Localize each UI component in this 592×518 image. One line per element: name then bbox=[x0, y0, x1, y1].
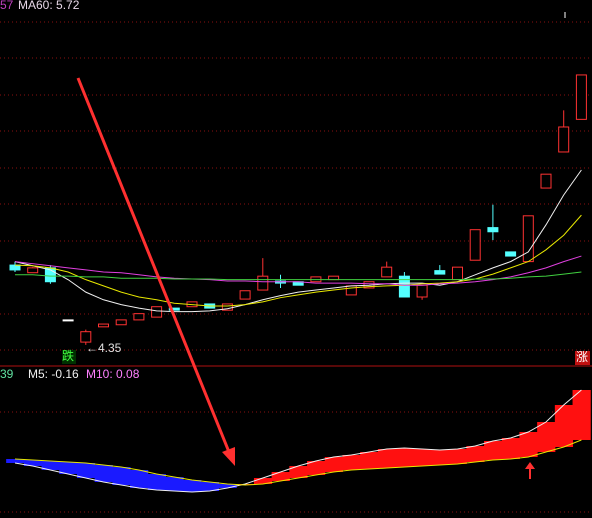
band-fill bbox=[112, 467, 131, 485]
candle-body bbox=[27, 267, 39, 274]
band-fill bbox=[501, 438, 520, 459]
candle-body bbox=[133, 313, 145, 321]
band-fill bbox=[271, 472, 290, 481]
ma-line bbox=[14, 214, 582, 307]
legend-label: M10: 0.08 bbox=[86, 367, 140, 381]
band-fill bbox=[377, 449, 397, 468]
band-fill bbox=[76, 463, 96, 478]
candle-body bbox=[80, 331, 92, 343]
signal-arrow bbox=[525, 462, 535, 479]
ma-line bbox=[14, 255, 582, 286]
pointer-arrow bbox=[76, 77, 235, 466]
band-fill bbox=[147, 474, 166, 490]
indicator-panel bbox=[6, 389, 591, 493]
candle-body bbox=[115, 319, 127, 326]
candle-body bbox=[416, 284, 428, 298]
band-fill bbox=[360, 452, 379, 469]
candle-body bbox=[239, 290, 251, 300]
candle-body bbox=[434, 270, 446, 275]
grid bbox=[0, 21, 592, 513]
candle-body bbox=[522, 215, 534, 263]
band-fill bbox=[130, 470, 149, 488]
badge bbox=[62, 350, 76, 364]
legend-label: 39 bbox=[0, 367, 14, 381]
band-fill bbox=[23, 460, 43, 466]
candle-body bbox=[398, 275, 410, 298]
band-fill bbox=[519, 432, 538, 457]
annotation: 涨 bbox=[576, 349, 588, 364]
annotation: 跌 bbox=[62, 348, 74, 363]
candle-body bbox=[505, 251, 517, 257]
candle-body bbox=[62, 319, 74, 322]
candle-body bbox=[575, 74, 587, 120]
ma-line bbox=[15, 271, 582, 281]
band-fill bbox=[430, 450, 450, 465]
candle-body bbox=[452, 266, 463, 281]
band-fill bbox=[41, 461, 60, 470]
band-fill bbox=[324, 457, 343, 472]
band-fill bbox=[342, 455, 361, 470]
band-fill bbox=[183, 480, 202, 492]
band-fill bbox=[413, 449, 432, 466]
ma-line bbox=[14, 169, 582, 313]
candle-body bbox=[257, 275, 269, 291]
band-fill bbox=[554, 405, 574, 447]
band-fill bbox=[537, 422, 556, 452]
legend-label: MA60: 5.72 bbox=[18, 0, 80, 12]
band-fill bbox=[484, 441, 503, 460]
annotation: ←4.35 bbox=[86, 341, 122, 355]
band-fill bbox=[395, 448, 414, 467]
band-fill bbox=[59, 462, 78, 474]
legend-label: 57 bbox=[0, 0, 14, 12]
band-fill bbox=[218, 484, 237, 488]
candle-body bbox=[151, 306, 163, 318]
indicator-line bbox=[14, 439, 582, 486]
candle-body bbox=[381, 266, 393, 278]
candle-body bbox=[168, 307, 180, 311]
price-panel bbox=[9, 74, 587, 345]
band-fill bbox=[6, 459, 25, 463]
band-fill bbox=[448, 449, 467, 464]
band-fill bbox=[572, 390, 591, 440]
band-fill bbox=[307, 461, 326, 475]
candle-body bbox=[9, 264, 21, 271]
band-fill bbox=[466, 446, 485, 462]
candle-body bbox=[221, 303, 233, 311]
candle-body bbox=[469, 229, 481, 261]
band-fill bbox=[94, 465, 113, 482]
candle-body bbox=[487, 227, 499, 233]
band-fill bbox=[253, 478, 273, 484]
legend-label: M5: -0.16 bbox=[28, 367, 79, 381]
candle-body bbox=[98, 323, 109, 328]
band-fill bbox=[289, 466, 308, 478]
candle-body bbox=[328, 275, 340, 281]
indicator-line bbox=[14, 389, 582, 493]
badge bbox=[575, 351, 590, 365]
band-fill bbox=[165, 477, 184, 491]
candle-body bbox=[540, 173, 552, 189]
band-fill bbox=[200, 482, 220, 491]
candle-body bbox=[558, 126, 570, 153]
